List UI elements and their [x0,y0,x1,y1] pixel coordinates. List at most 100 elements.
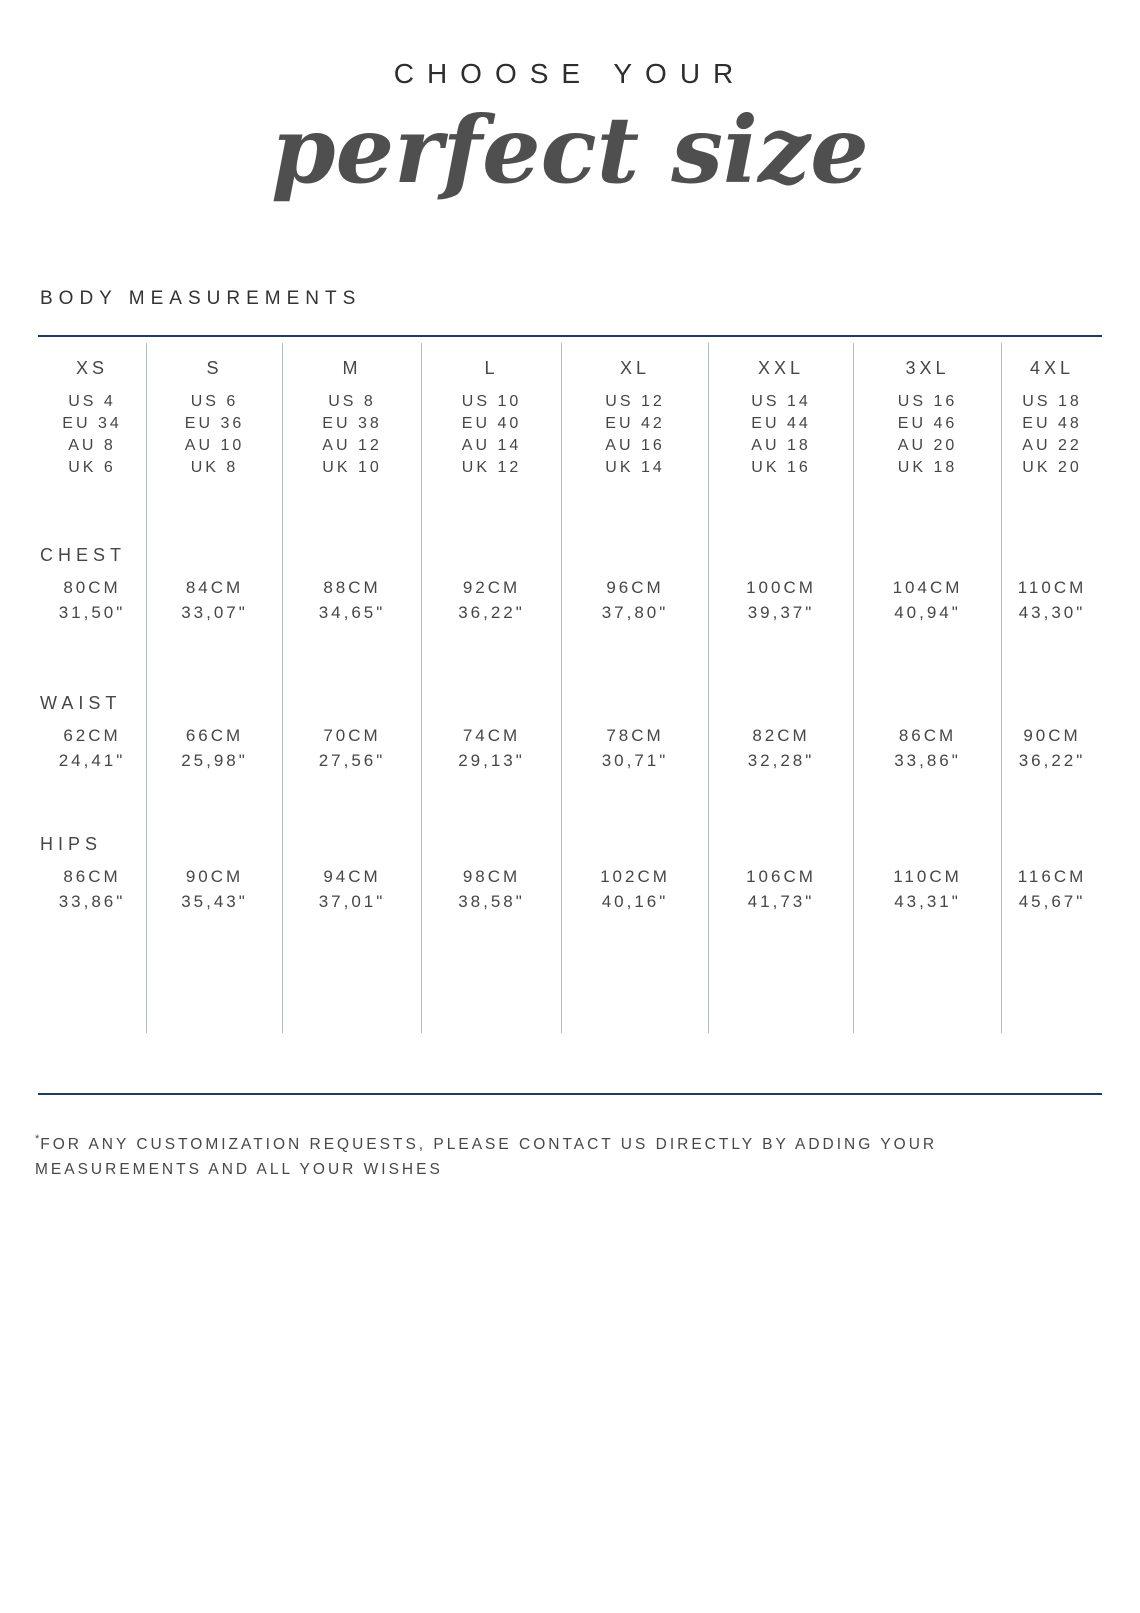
uk-size: UK 12 [461,459,522,476]
international-sizes: US 12 EU 42 AU 16 UK 14 [562,391,708,479]
spacer [38,631,146,693]
chest-values: 92CM 36,22" [422,575,561,631]
spacer [709,631,853,693]
chest-in-value: 36,22" [458,603,525,622]
spacer [709,693,853,723]
spacer [38,479,146,545]
au-size: AU 10 [184,437,245,454]
chest-in-value: 39,37" [747,603,815,622]
size-label: XXL [757,358,805,378]
international-sizes: US 4 EU 34 AU 8 UK 6 [38,391,146,479]
spacer [1002,631,1102,693]
waist-in-value: 27,56" [318,751,386,770]
hips-values: 106CM 41,73" [709,864,853,920]
hips-in-value: 37,01" [318,892,386,911]
spacer [147,693,282,723]
spacer [854,545,1001,575]
spacer [1002,779,1102,834]
waist-cm-value: 90CM [1023,726,1081,745]
international-sizes: US 10 EU 40 AU 14 UK 12 [422,391,561,479]
spacer [562,631,708,693]
spacer [1002,693,1102,723]
waist-in-value: 29,13" [458,751,525,770]
size-label: XL [619,358,651,378]
spacer [854,479,1001,545]
chest-cm-value: 88CM [323,578,381,597]
size-column-3xl: 3XL US 16 EU 46 AU 20 UK 18 104CM 40,94"… [854,343,1002,1033]
page-subtitle-script: perfect size [271,96,869,204]
hips-values: 94CM 37,01" [283,864,421,920]
waist-values: 90CM 36,22" [1002,723,1102,779]
spacer [422,545,561,575]
waist-cm-value: 70CM [323,726,381,745]
spacer [709,545,853,575]
hips-in-value: 40,16" [601,892,669,911]
eu-size: EU 38 [322,415,382,432]
au-size: AU 18 [751,437,811,454]
international-sizes: US 14 EU 44 AU 18 UK 16 [709,391,853,479]
chest-in-value: 43,30" [1018,603,1086,622]
us-size: US 4 [68,393,116,410]
spacer [147,479,282,545]
spacer [147,834,282,864]
au-size: AU 20 [897,437,958,454]
eu-size: EU 40 [461,415,522,432]
uk-size: UK 8 [190,459,239,476]
us-size: US 6 [190,393,239,410]
chest-in-value: 37,80" [601,603,669,622]
waist-in-value: 25,98" [181,751,248,770]
waist-in-value: 24,41" [58,751,126,770]
spacer [854,834,1001,864]
spacer [283,693,421,723]
chest-cm-value: 84CM [185,578,244,597]
waist-cm-value: 62CM [63,726,121,745]
hips-cm-value: 98CM [462,867,521,886]
au-size: AU 8 [68,437,116,454]
au-size: AU 16 [605,437,665,454]
us-size: US 10 [461,393,522,410]
hips-values: 102CM 40,16" [562,864,708,920]
waist-cm-value: 66CM [185,726,244,745]
hips-in-value: 41,73" [747,892,815,911]
waist-values: 70CM 27,56" [283,723,421,779]
chest-in-value: 33,07" [181,603,248,622]
spacer [283,545,421,575]
size-label: 3XL [905,358,950,378]
body-measurements-heading: BODY MEASUREMENTS [40,288,362,309]
size-column-m: M US 8 EU 38 AU 12 UK 10 88CM 34,65" 70C… [283,343,422,1033]
au-size: AU 22 [1022,437,1082,454]
footnote-asterisk: * [35,1133,41,1145]
waist-in-value: 36,22" [1018,751,1086,770]
uk-size: UK 16 [751,459,811,476]
spacer [422,631,561,693]
spacer [562,545,708,575]
spacer [283,834,421,864]
waist-cm-value: 78CM [606,726,664,745]
page-title: CHOOSE YOUR [393,58,747,89]
waist-cm-value: 74CM [462,726,521,745]
uk-size: UK 10 [322,459,382,476]
hips-in-value: 45,67" [1018,892,1086,911]
spacer [38,779,146,834]
us-size: US 16 [897,393,958,410]
hips-cm-value: 102CM [600,867,670,886]
uk-size: UK 18 [897,459,958,476]
hips-in-value: 43,31" [894,892,961,911]
spacer [422,693,561,723]
us-size: US 8 [328,393,376,410]
spacer [562,834,708,864]
spacer [1002,545,1102,575]
spacer [283,479,421,545]
spacer [283,779,421,834]
spacer [422,779,561,834]
spacer [147,779,282,834]
bottom-divider [38,1093,1102,1095]
waist-cm-value: 86CM [898,726,957,745]
spacer [147,545,282,575]
chest-values: 84CM 33,07" [147,575,282,631]
chest-values: 96CM 37,80" [562,575,708,631]
chest-values: 104CM 40,94" [854,575,1001,631]
us-size: US 12 [605,393,665,410]
hips-cm-value: 94CM [323,867,381,886]
spacer [562,779,708,834]
